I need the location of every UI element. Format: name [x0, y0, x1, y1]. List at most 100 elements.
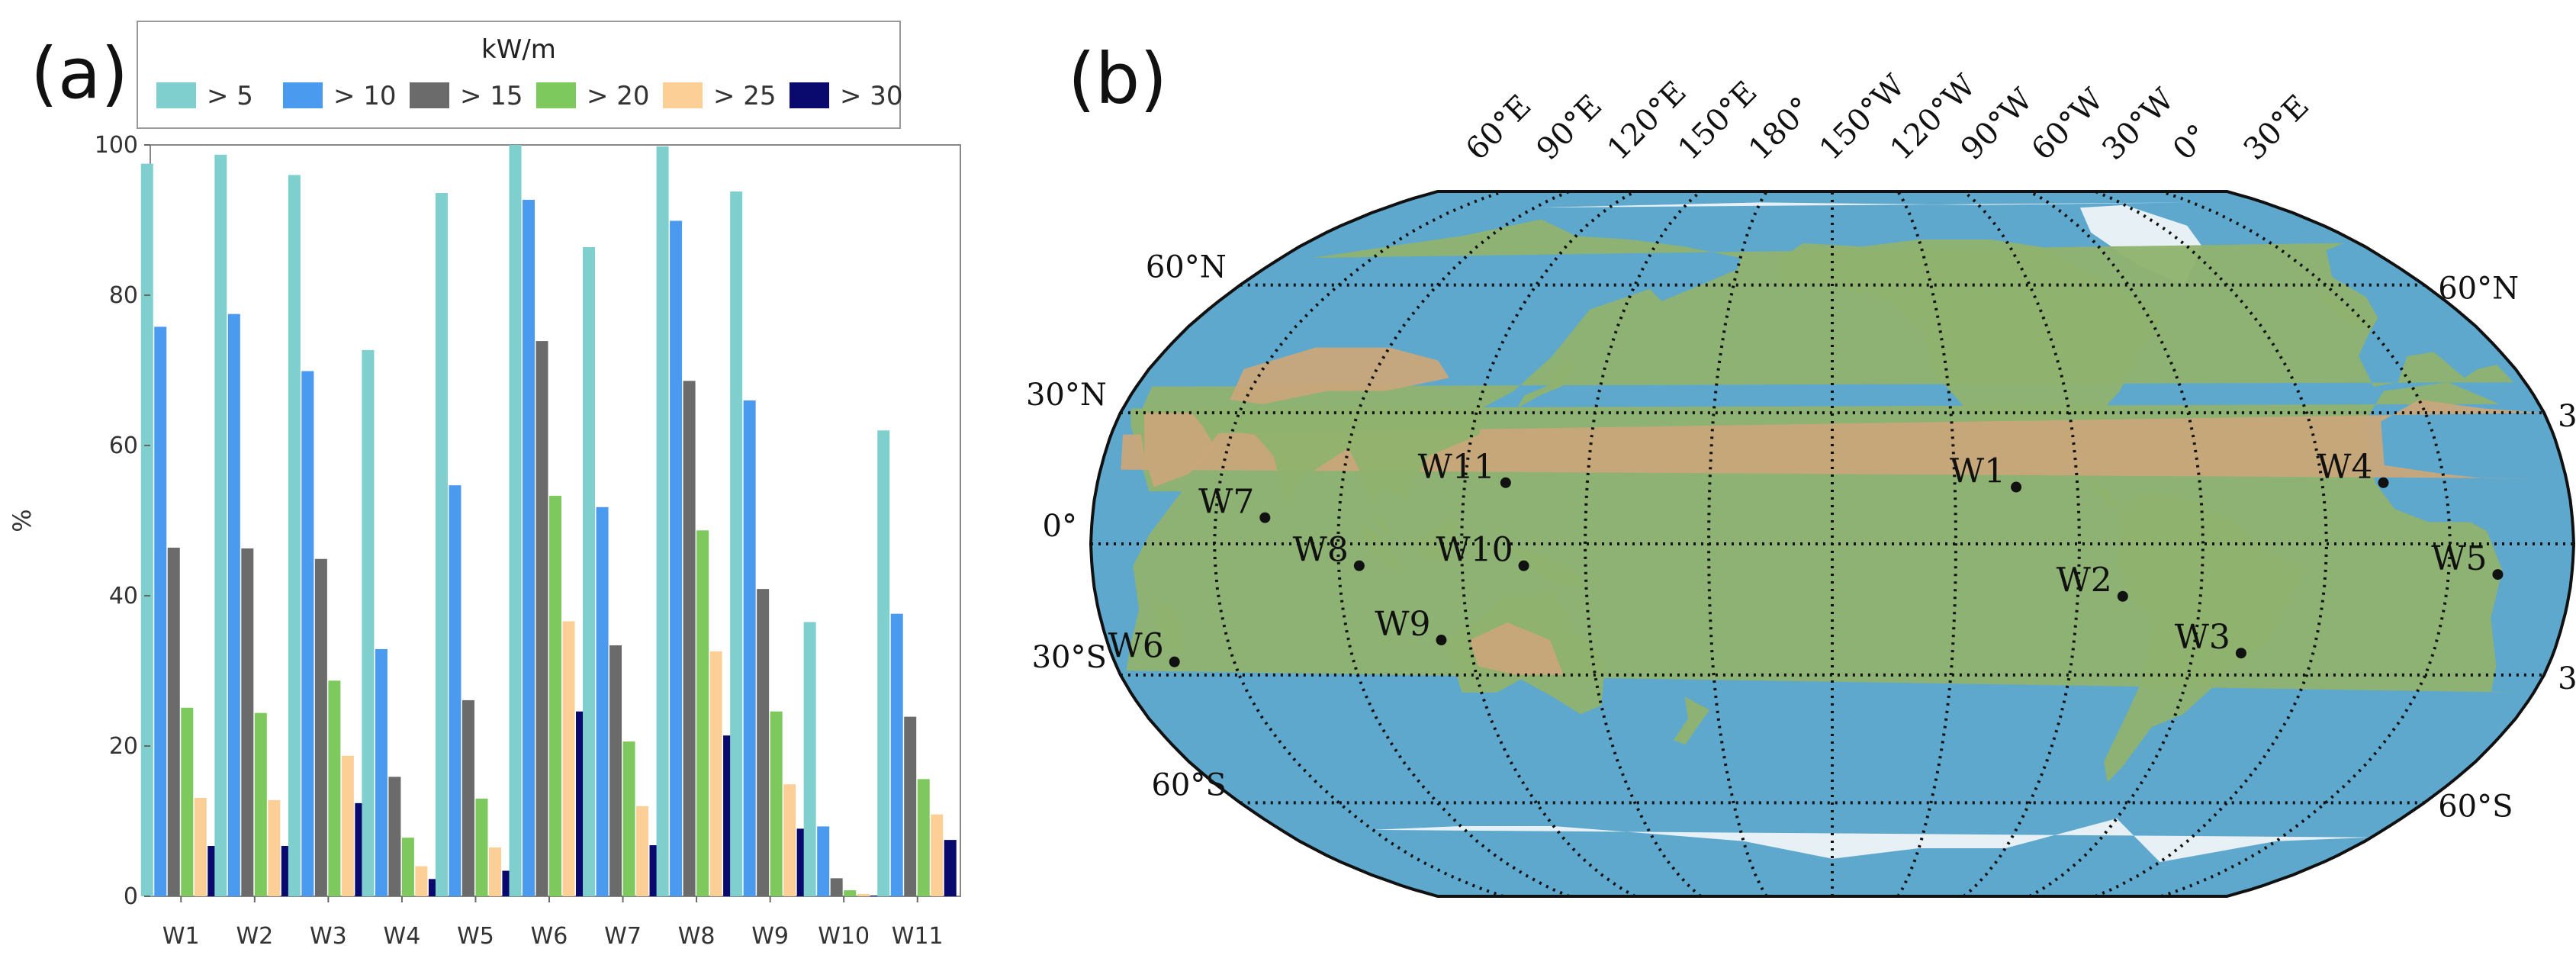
meridian [1963, 191, 2082, 896]
bar-W9-series-2 [743, 400, 756, 896]
lat-tick-label-left: 60°N [1146, 250, 1227, 285]
y-axis-label: % [8, 509, 37, 532]
meridian [2028, 191, 2205, 896]
bar-W7-series-1 [583, 246, 596, 897]
bar-W10-series-3 [830, 878, 843, 896]
site-label-W2: W2 [2057, 561, 2112, 600]
site-marker-W11 [1500, 477, 1511, 488]
bar-W7-series-3 [609, 645, 622, 896]
panel-label-a: (a) [31, 33, 128, 114]
land-sahara [1121, 399, 2545, 479]
legend-label: > 30 [840, 81, 903, 111]
bar-W2-series-1 [214, 154, 227, 896]
bar-W9-series-5 [783, 784, 796, 896]
x-tick-label: W11 [892, 923, 944, 950]
lon-tick-label: 30°W [2095, 82, 2181, 167]
x-tick-label: W7 [604, 923, 642, 950]
bar-W10-series-1 [803, 622, 816, 896]
lat-tick-label-left: 0° [1043, 509, 1077, 544]
x-tick-label: W1 [162, 923, 200, 950]
bar-W9-series-4 [770, 711, 783, 896]
land-sumatra [1359, 522, 1405, 571]
lat-tick-label-right: 30°N [2558, 399, 2576, 434]
site-label-W3: W3 [2175, 618, 2230, 657]
map-land-group [1091, 191, 2574, 896]
meridian [1336, 191, 1570, 896]
bar-W9-series-1 [730, 191, 743, 896]
site-marker-W7 [1259, 512, 1271, 523]
lon-tick-label: 60°E [1459, 88, 1538, 167]
site-marker-W6 [1169, 656, 1180, 667]
bar-W9-series-3 [757, 589, 770, 896]
y-tick-label: 100 [95, 132, 138, 159]
legend-items: > 5 > 10 > 15 > 20 > 25 > 30 [156, 81, 903, 111]
legend: kW/m > 5 > 10 > 15 > 20 > 25 > 30 [137, 21, 903, 129]
bar-W3-series-1 [288, 175, 301, 896]
land-arabia [1144, 413, 1216, 487]
panel-label-b: (b) [1068, 38, 1167, 120]
bar-W1-series-5 [194, 797, 207, 896]
site-label-W5: W5 [2431, 539, 2487, 578]
land-aus-desert [1469, 622, 1564, 675]
lat-tick-label-right: 30°S [2558, 661, 2576, 696]
bar-W8-series-4 [696, 530, 709, 896]
site-label-W6: W6 [1108, 627, 1163, 666]
x-tick-label: W5 [457, 923, 494, 950]
legend-label: > 20 [587, 81, 650, 111]
bar-W1-series-4 [181, 707, 194, 896]
bar-W8-series-3 [683, 381, 696, 896]
legend-swatch [790, 82, 829, 108]
site-label-W9: W9 [1375, 605, 1430, 644]
y-axis: 0 20 40 60 80 100 [95, 132, 150, 910]
x-axis: W1 W2 W3 W4 W5 W6 W7 W8 W9 W10 W11 [162, 896, 944, 950]
y-tick-label: 40 [109, 583, 138, 609]
site-label-W10: W10 [1436, 531, 1513, 570]
site-marker-W5 [2492, 569, 2504, 580]
site-marker-W3 [2235, 648, 2246, 659]
lon-tick-label: 60°W [2025, 82, 2111, 167]
bar-W11-series-6 [944, 840, 957, 896]
lat-tick-label-right: 60°S [2438, 789, 2513, 824]
bar-W11-series-5 [931, 814, 944, 896]
land-central-asia [1230, 347, 1449, 404]
lat-tick-label-left: 30°N [1026, 378, 1107, 413]
y-tick-label: 80 [109, 282, 138, 309]
bar-W4-series-1 [362, 349, 375, 896]
bar-W8-series-2 [670, 220, 683, 896]
site-marker-W1 [2011, 481, 2022, 493]
land-arctic-ice [1535, 191, 2192, 208]
bar-W1-series-2 [154, 326, 167, 896]
bar-W5-series-4 [475, 798, 488, 896]
bar-W8-series-5 [709, 651, 722, 896]
x-tick-label: W6 [531, 923, 568, 950]
land-japan [1516, 360, 1576, 409]
y-tick-label: 0 [124, 883, 138, 910]
legend-title: kW/m [481, 34, 556, 65]
y-tick-label: 60 [109, 433, 138, 459]
latitude-labels: 60°N30°N0°30°S60°S60°N30°N0°30°S60°S [1026, 250, 2576, 825]
land-eurasia [1138, 219, 2513, 540]
site-label-W1: W1 [1950, 452, 2005, 491]
bar-W6-series-4 [549, 495, 561, 896]
lon-tick-label: 150°E [1671, 75, 1764, 167]
bar-W6-series-1 [509, 145, 522, 896]
legend-label: > 10 [333, 81, 397, 111]
site-marker-W10 [1518, 560, 1529, 571]
land-borneo [1416, 517, 1458, 561]
legend-swatch [283, 82, 323, 108]
bar-W4-series-3 [388, 777, 401, 896]
bar-W4-series-2 [375, 648, 388, 896]
site-label-W11: W11 [1418, 448, 1495, 487]
bar-W7-series-5 [636, 806, 649, 896]
legend-swatch [663, 82, 703, 108]
legend-label: > 15 [460, 81, 523, 111]
lon-tick-label: 0° [2166, 117, 2216, 167]
legend-swatch [410, 82, 449, 108]
land-antarctica [1373, 818, 2372, 896]
y-tick-label: 20 [109, 733, 138, 760]
legend-label: > 5 [207, 81, 253, 111]
meridian [1706, 191, 1768, 896]
land-madagascar [1153, 600, 1183, 654]
